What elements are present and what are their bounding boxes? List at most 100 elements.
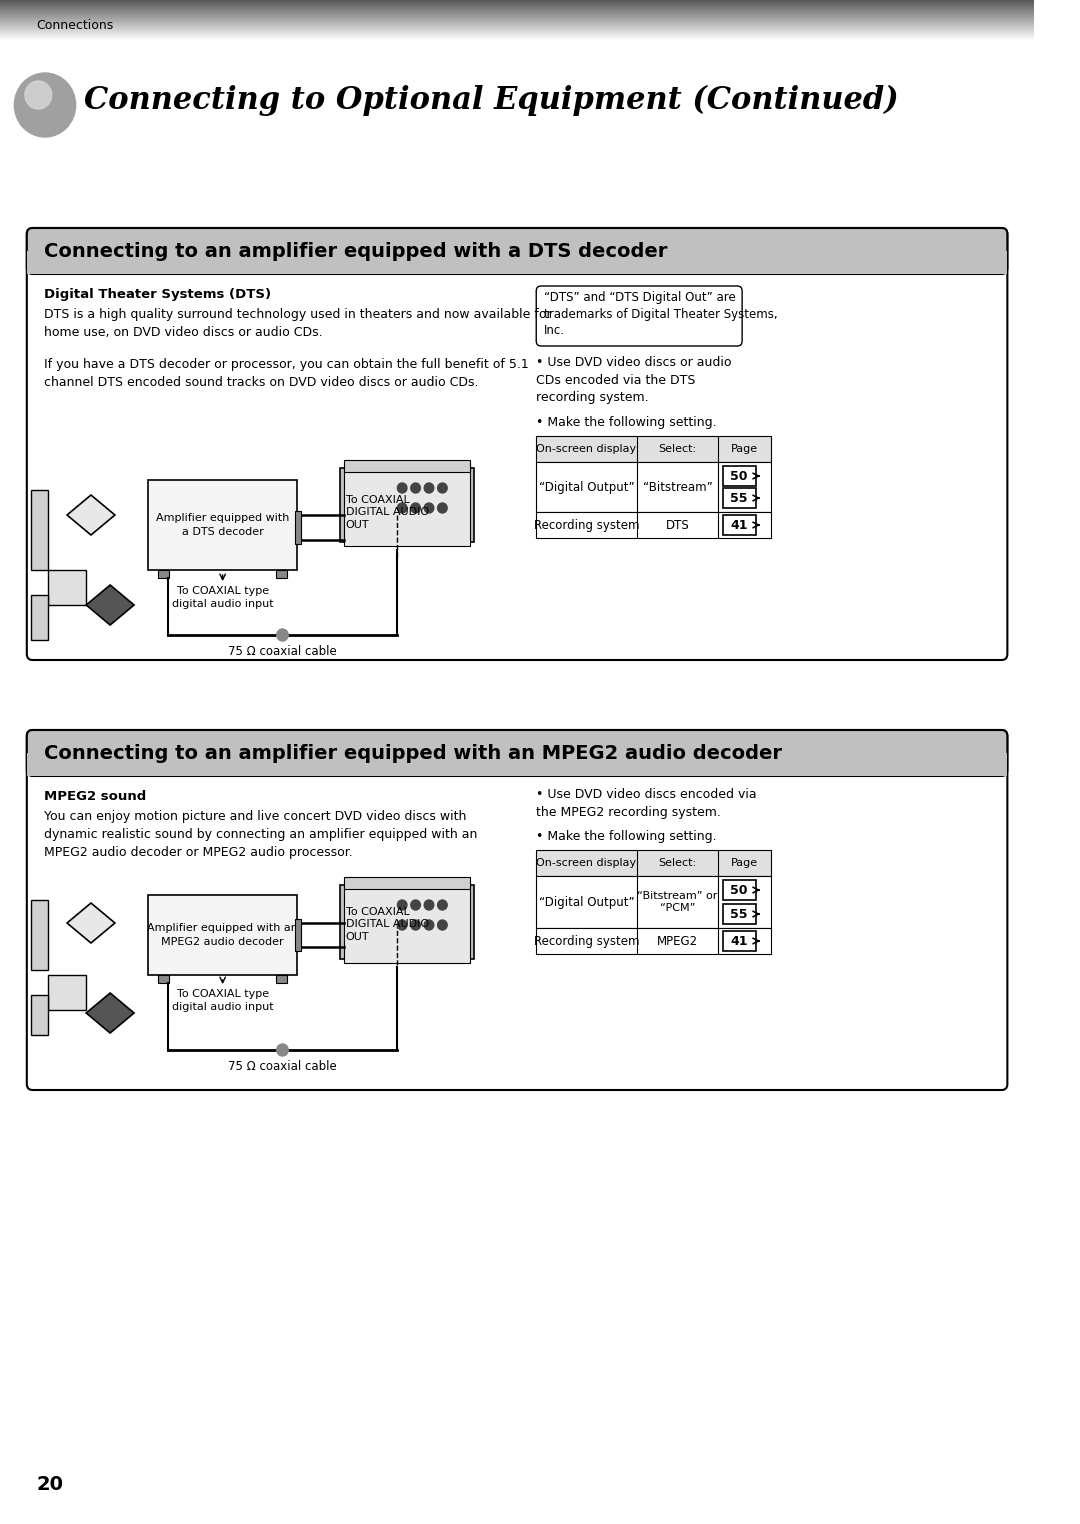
Circle shape — [424, 483, 434, 492]
Bar — [343, 463, 470, 546]
Text: 75 Ω coaxial cable: 75 Ω coaxial cable — [228, 1061, 337, 1073]
Text: You can enjoy motion picture and live concert DVD video discs with
dynamic reali: You can enjoy motion picture and live co… — [44, 809, 477, 860]
Text: Page: Page — [731, 858, 758, 869]
Bar — [148, 895, 297, 975]
Circle shape — [437, 483, 447, 492]
Text: Amplifier equipped with an
MPEG2 audio decoder: Amplifier equipped with an MPEG2 audio d… — [147, 924, 298, 946]
Polygon shape — [67, 904, 114, 943]
Bar — [158, 975, 170, 983]
Text: DTS: DTS — [665, 518, 689, 532]
Text: Page: Page — [731, 443, 758, 454]
Polygon shape — [86, 585, 134, 625]
Bar — [537, 876, 771, 928]
Bar — [30, 995, 48, 1035]
Bar — [537, 462, 771, 512]
Bar — [295, 919, 300, 951]
Text: To COAXIAL type
digital audio input: To COAXIAL type digital audio input — [172, 989, 273, 1012]
Bar — [158, 570, 170, 578]
Circle shape — [410, 483, 420, 492]
Bar — [537, 850, 771, 876]
Circle shape — [437, 901, 447, 910]
Circle shape — [397, 503, 407, 514]
Bar — [27, 753, 1008, 776]
Circle shape — [276, 629, 288, 642]
Bar — [148, 480, 297, 570]
Text: 41: 41 — [730, 934, 748, 948]
Circle shape — [410, 920, 420, 930]
Polygon shape — [67, 495, 114, 535]
Text: MPEG2 sound: MPEG2 sound — [44, 789, 146, 803]
Circle shape — [437, 503, 447, 514]
Bar — [340, 885, 474, 959]
Text: Select:: Select: — [659, 443, 697, 454]
FancyBboxPatch shape — [27, 229, 1008, 274]
FancyBboxPatch shape — [537, 287, 742, 346]
FancyBboxPatch shape — [27, 229, 1008, 660]
Bar — [343, 876, 470, 888]
Text: Digital Theater Systems (DTS): Digital Theater Systems (DTS) — [44, 288, 271, 302]
Bar — [723, 488, 756, 507]
Text: Connecting to an amplifier equipped with a DTS decoder: Connecting to an amplifier equipped with… — [44, 241, 667, 261]
Text: 55: 55 — [730, 492, 748, 504]
Circle shape — [276, 1044, 288, 1056]
Bar — [723, 904, 756, 924]
Bar — [723, 466, 756, 486]
FancyBboxPatch shape — [27, 730, 1008, 776]
Circle shape — [397, 483, 407, 492]
Text: 75 Ω coaxial cable: 75 Ω coaxial cable — [228, 645, 337, 658]
Bar — [30, 901, 48, 969]
Bar — [275, 975, 287, 983]
Text: • Use DVD video discs encoded via
the MPEG2 recording system.: • Use DVD video discs encoded via the MP… — [537, 788, 757, 818]
Text: Recording system: Recording system — [534, 518, 639, 532]
Text: To COAXIAL
DIGITAL AUDIO
OUT: To COAXIAL DIGITAL AUDIO OUT — [346, 495, 429, 530]
Bar — [48, 570, 86, 605]
Text: Select:: Select: — [659, 858, 697, 869]
Circle shape — [424, 503, 434, 514]
Text: On-screen display: On-screen display — [537, 858, 636, 869]
Text: 50: 50 — [730, 469, 748, 483]
Text: “Bitstream” or
“PCM”: “Bitstream” or “PCM” — [637, 892, 718, 913]
Text: Amplifier equipped with
a DTS decoder: Amplifier equipped with a DTS decoder — [156, 514, 289, 536]
Text: Recording system: Recording system — [534, 934, 639, 948]
Bar — [48, 975, 86, 1010]
Text: If you have a DTS decoder or processor, you can obtain the full benefit of 5.1
c: If you have a DTS decoder or processor, … — [44, 358, 529, 389]
Text: • Make the following setting.: • Make the following setting. — [537, 831, 717, 843]
Text: 20: 20 — [37, 1475, 64, 1494]
Polygon shape — [86, 994, 134, 1033]
Text: “Bitstream”: “Bitstream” — [643, 480, 713, 494]
Bar — [295, 511, 300, 544]
Circle shape — [410, 503, 420, 514]
Bar — [723, 931, 756, 951]
Bar — [723, 515, 756, 535]
Circle shape — [397, 901, 407, 910]
Text: Connections: Connections — [37, 18, 113, 32]
Circle shape — [437, 920, 447, 930]
Text: “Digital Output”: “Digital Output” — [539, 480, 634, 494]
Circle shape — [424, 901, 434, 910]
Text: To COAXIAL
DIGITAL AUDIO
OUT: To COAXIAL DIGITAL AUDIO OUT — [346, 907, 429, 942]
FancyBboxPatch shape — [27, 730, 1008, 1090]
Text: “DTS” and “DTS Digital Out” are
trademarks of Digital Theater Systems,
Inc.: “DTS” and “DTS Digital Out” are trademar… — [544, 291, 778, 337]
Text: 50: 50 — [730, 884, 748, 896]
Bar — [27, 251, 1008, 274]
Bar — [30, 491, 48, 570]
Bar — [537, 928, 771, 954]
Text: • Make the following setting.: • Make the following setting. — [537, 416, 717, 428]
Bar — [30, 594, 48, 640]
Circle shape — [25, 81, 52, 110]
Circle shape — [410, 901, 420, 910]
Bar — [537, 436, 771, 462]
Text: “Digital Output”: “Digital Output” — [539, 896, 634, 908]
Text: MPEG2: MPEG2 — [657, 934, 698, 948]
Text: 55: 55 — [730, 907, 748, 920]
Bar — [275, 570, 287, 578]
Circle shape — [14, 73, 76, 137]
Circle shape — [424, 920, 434, 930]
Bar — [343, 460, 470, 472]
Bar — [340, 468, 474, 543]
Circle shape — [397, 920, 407, 930]
Text: • Use DVD video discs or audio
CDs encoded via the DTS
recording system.: • Use DVD video discs or audio CDs encod… — [537, 357, 732, 404]
Bar — [723, 879, 756, 901]
Text: Connecting to Optional Equipment (Continued): Connecting to Optional Equipment (Contin… — [84, 85, 899, 116]
Bar — [537, 512, 771, 538]
